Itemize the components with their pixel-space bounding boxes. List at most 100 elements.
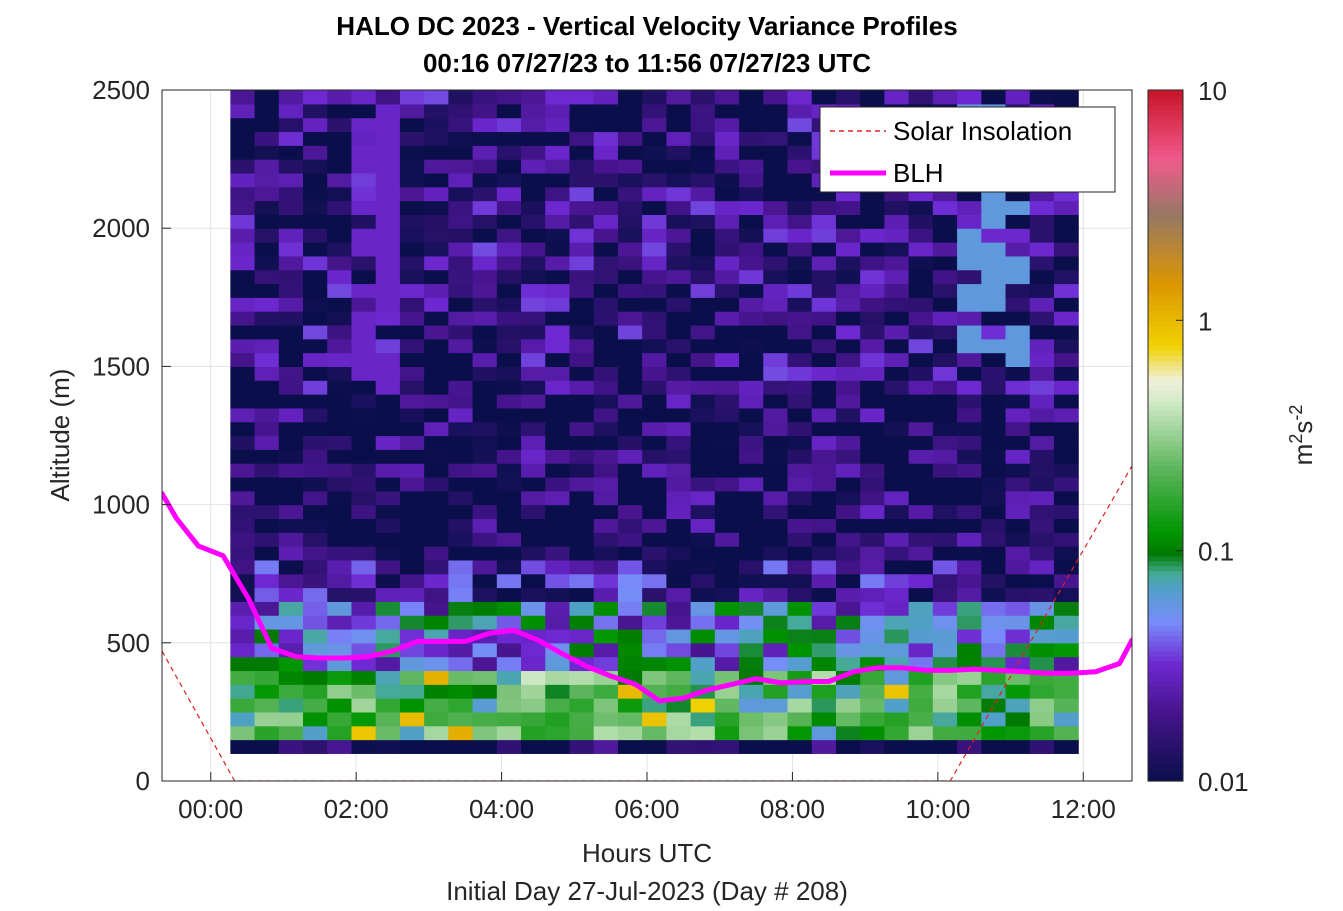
heatmap-cell: [230, 463, 256, 478]
heatmap-cell: [690, 380, 716, 395]
heatmap-cell: [521, 573, 546, 589]
heatmap-cell: [1005, 463, 1031, 478]
heatmap-cell: [617, 352, 643, 367]
heatmap-cell: [787, 172, 813, 188]
heatmap-cell: [375, 518, 401, 533]
heatmap-cell: [714, 228, 740, 243]
heatmap-cell: [666, 490, 692, 506]
heatmap-cell: [424, 546, 449, 561]
heatmap-cell: [835, 394, 861, 409]
heatmap-cell: [1005, 615, 1031, 630]
heatmap-cell: [714, 573, 740, 589]
heatmap-cell: [569, 615, 595, 630]
heatmap-cell: [763, 449, 789, 464]
heatmap-cell: [908, 601, 934, 616]
heatmap-cell: [569, 117, 595, 133]
heatmap-cell: [957, 228, 982, 243]
heatmap-cell: [230, 103, 256, 119]
colorbar-segment: [1148, 235, 1183, 241]
heatmap-cell: [545, 283, 571, 298]
heatmap-cell: [351, 366, 377, 381]
heatmap-cell: [787, 324, 813, 340]
heatmap-cell: [230, 172, 256, 188]
heatmap-cell: [860, 435, 885, 450]
colorbar-segment: [1148, 215, 1183, 221]
heatmap-cell: [545, 394, 571, 409]
heatmap-cell: [981, 449, 1007, 464]
heatmap-cell: [375, 601, 401, 616]
colorbar-segment: [1148, 410, 1183, 417]
heatmap-cell: [981, 380, 1007, 395]
heatmap-cell: [278, 145, 304, 160]
heatmap-cell: [375, 725, 401, 741]
heatmap-cell: [617, 573, 643, 589]
heatmap-cell: [351, 670, 377, 685]
heatmap-cell: [448, 504, 474, 520]
colorbar-segment: [1148, 240, 1183, 246]
heatmap-cell: [1053, 297, 1079, 312]
heatmap-cell: [811, 297, 837, 312]
heatmap-cell: [569, 324, 595, 340]
heatmap-cell: [642, 435, 667, 450]
heatmap-cell: [545, 242, 571, 257]
heatmap-cell: [569, 214, 595, 229]
heatmap-cell: [569, 283, 595, 298]
heatmap-cell: [884, 573, 910, 589]
heatmap-cell: [714, 739, 740, 754]
colorbar-segment: [1148, 575, 1183, 582]
heatmap-cell: [472, 103, 498, 119]
heatmap-cell: [1029, 573, 1055, 589]
heatmap-cell: [908, 463, 934, 478]
heatmap-cell: [666, 394, 692, 409]
heatmap-cell: [399, 615, 425, 630]
heatmap-cell: [569, 711, 595, 727]
heatmap-cell: [908, 449, 934, 464]
colorbar-segment: [1148, 345, 1183, 351]
heatmap-cell: [327, 628, 353, 644]
heatmap-cell: [230, 90, 256, 105]
heatmap-cell: [1053, 283, 1079, 298]
heatmap-cell: [811, 242, 837, 257]
heatmap-cell: [351, 449, 377, 464]
heatmap-cell: [787, 435, 813, 450]
heatmap-cell: [303, 476, 328, 492]
heatmap-cell: [254, 518, 280, 533]
colorbar-segment: [1148, 475, 1183, 482]
heatmap-cell: [981, 338, 1007, 354]
heatmap-cell: [424, 615, 449, 630]
y-tick-label: 2500: [92, 75, 150, 105]
heatmap-cell: [254, 601, 280, 616]
heatmap-cell: [448, 435, 474, 450]
heatmap-cell: [254, 532, 280, 547]
heatmap-cell: [327, 117, 353, 133]
heatmap-cell: [472, 172, 498, 188]
heatmap-cell: [254, 739, 280, 754]
heatmap-cell: [303, 449, 328, 464]
heatmap-cell: [666, 242, 692, 257]
heatmap-cell: [739, 172, 764, 188]
heatmap-cell: [690, 117, 716, 133]
heatmap-cell: [521, 670, 546, 685]
heatmap-cell: [278, 242, 304, 257]
heatmap-cell: [884, 684, 910, 699]
heatmap-cell: [327, 297, 353, 312]
heatmap-cell: [375, 684, 401, 699]
heatmap-cell: [1005, 628, 1031, 644]
heatmap-cell: [739, 463, 764, 478]
colorbar-segment: [1148, 715, 1183, 722]
heatmap-cell: [787, 490, 813, 506]
heatmap-cell: [617, 103, 643, 119]
heatmap-cell: [278, 366, 304, 381]
colorbar-segment: [1148, 150, 1183, 156]
heatmap-cell: [496, 311, 522, 326]
colorbar-segment: [1148, 220, 1183, 226]
heatmap-cell: [593, 117, 619, 133]
heatmap-cell: [278, 269, 304, 285]
heatmap-cell: [787, 366, 813, 381]
heatmap-cell: [351, 269, 377, 285]
heatmap-cell: [811, 255, 837, 271]
heatmap-cell: [1029, 228, 1055, 243]
heatmap-cell: [739, 90, 764, 105]
heatmap-cell: [932, 228, 958, 243]
heatmap-cell: [981, 407, 1007, 423]
